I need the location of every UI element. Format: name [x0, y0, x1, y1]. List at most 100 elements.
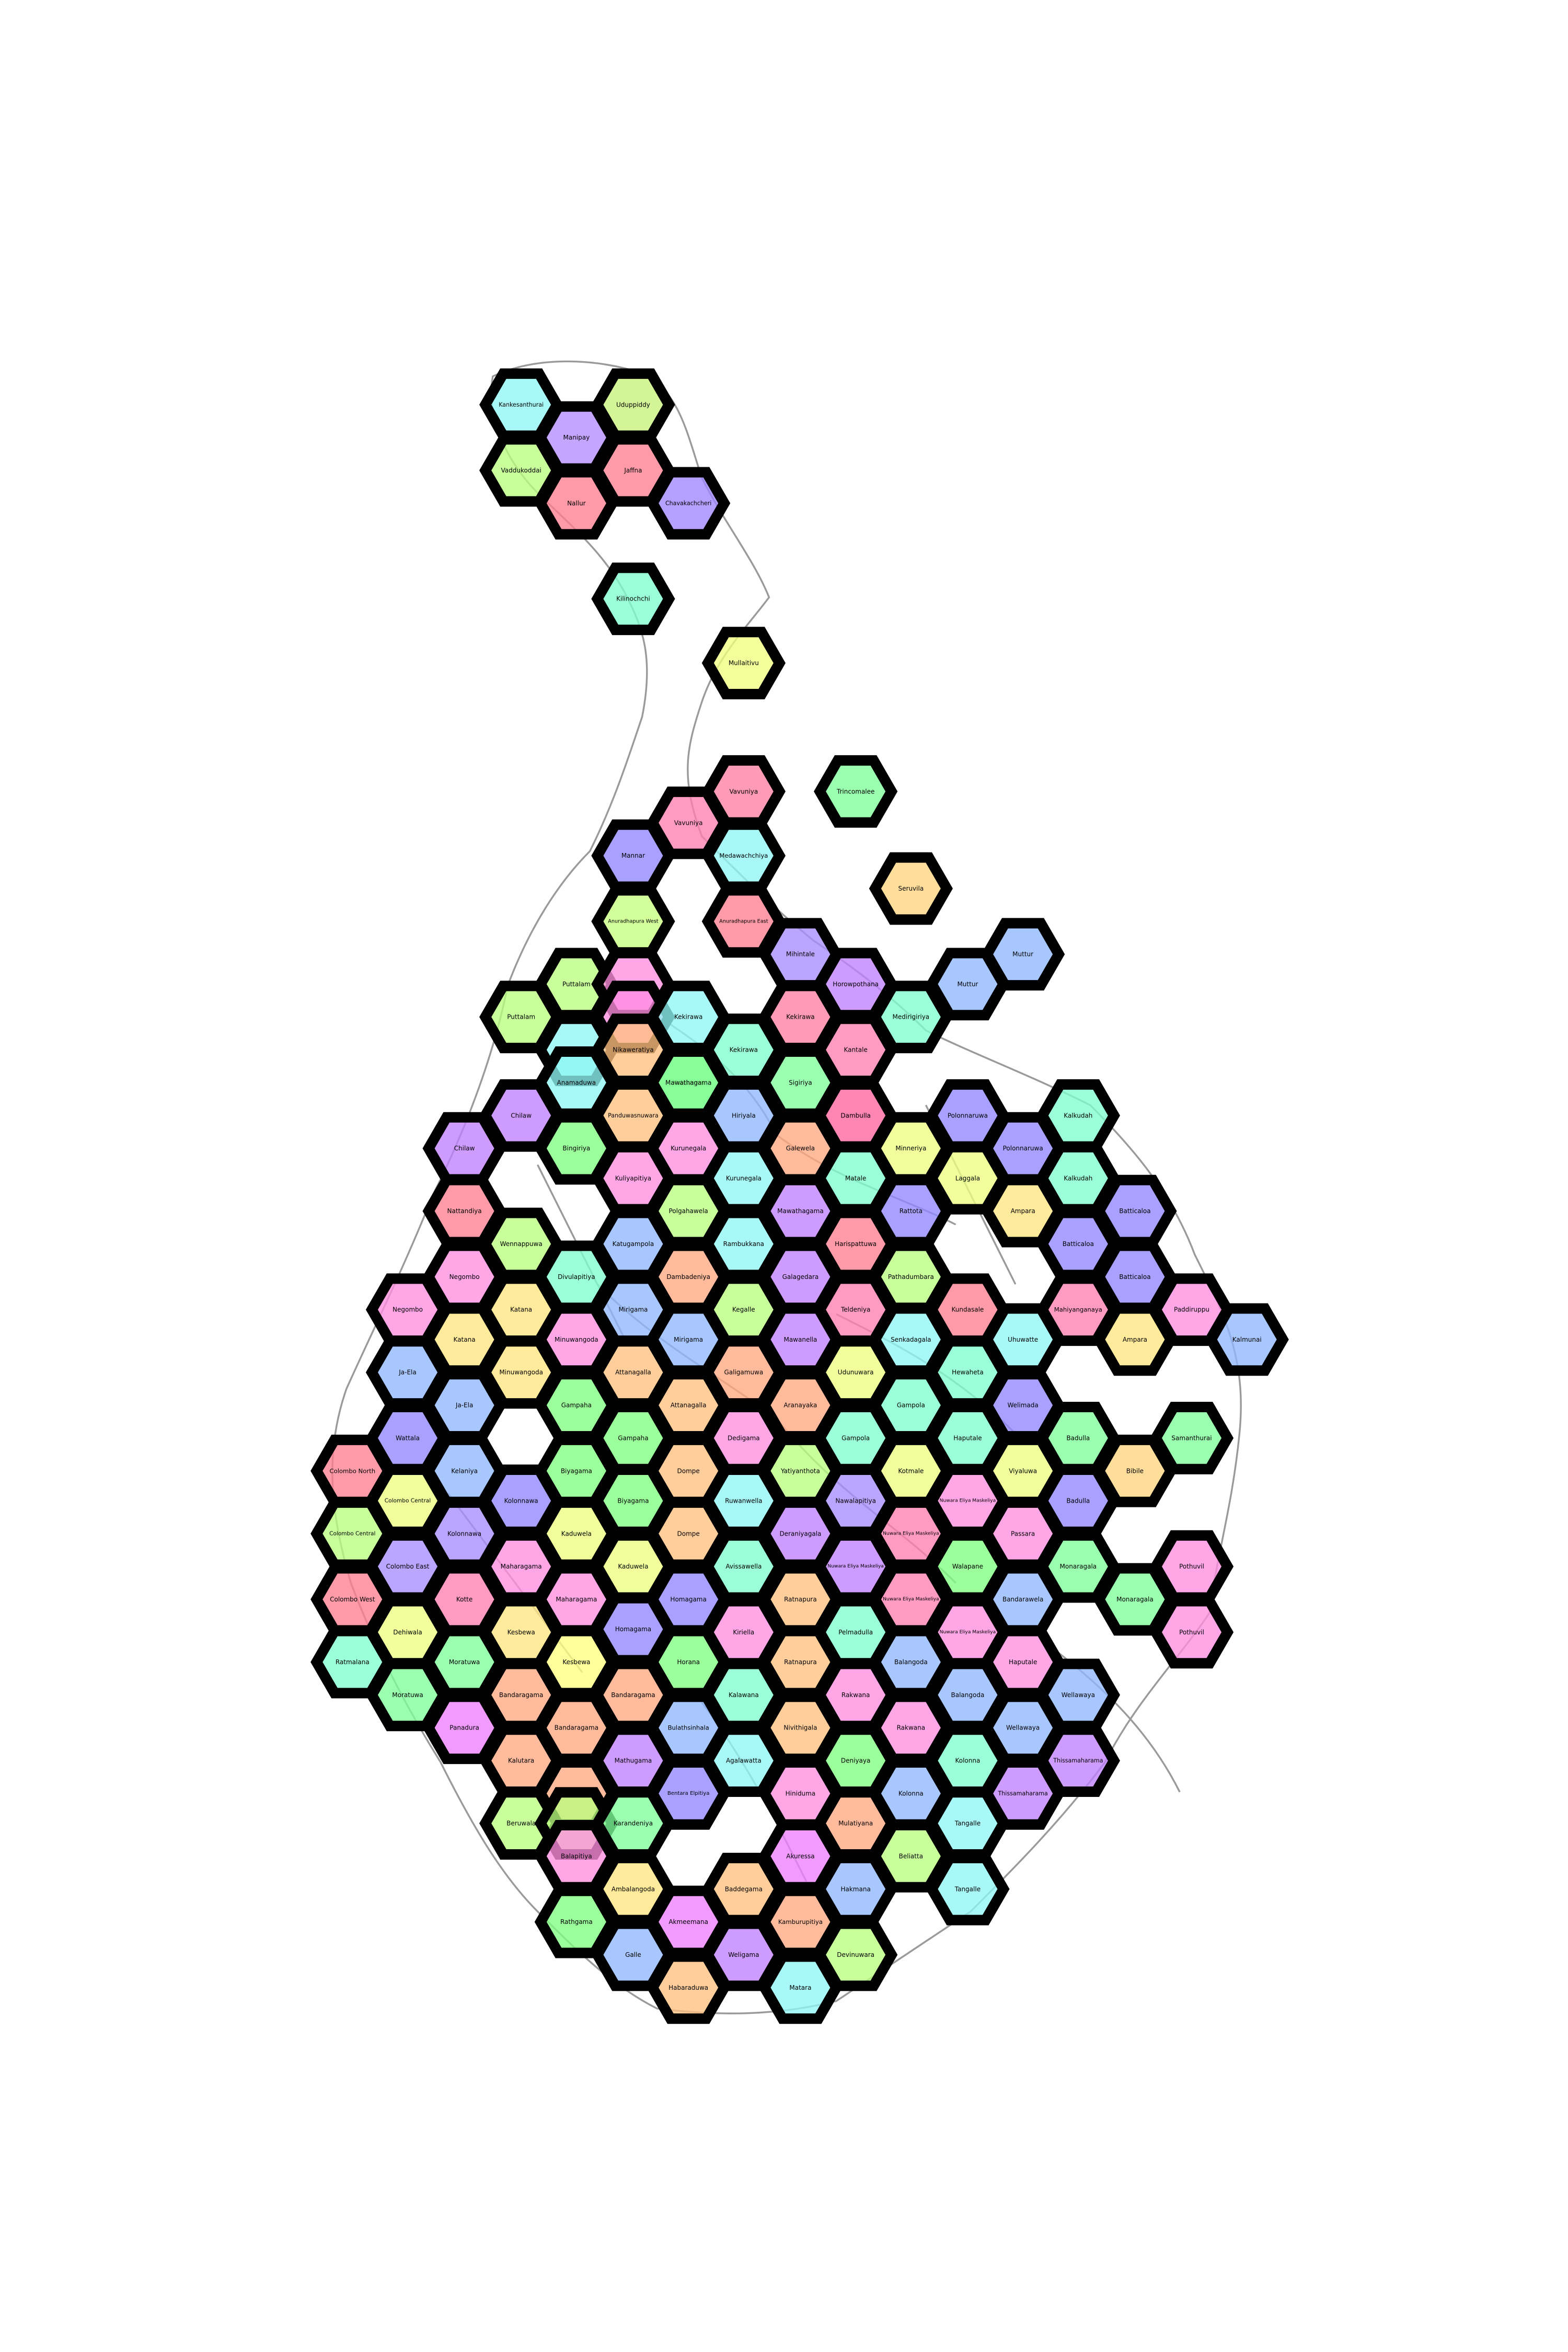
hex-label: Agalawatta — [726, 1757, 762, 1765]
hex-label: Ratnapura — [784, 1596, 817, 1603]
hex-label: Minuwangoda — [555, 1336, 598, 1343]
hex-label: Mathugama — [615, 1757, 652, 1765]
hex-label: Medawachchiya — [719, 852, 768, 859]
hex-label: Minneriya — [895, 1145, 926, 1152]
hex-label: Kegalle — [732, 1306, 755, 1313]
hex-label: Colombo East — [386, 1563, 430, 1570]
hex-label: Gampaha — [618, 1434, 648, 1442]
hex-label: Rathgama — [560, 1918, 593, 1926]
hex-label: Ampara — [1123, 1336, 1147, 1343]
hex-label: Seruvila — [898, 885, 924, 892]
hex-kalmunai: Kalmunai — [1205, 1303, 1289, 1376]
hex-label: Polonnaruwa — [1003, 1145, 1043, 1152]
hex-label: Pothuvil — [1179, 1629, 1204, 1636]
hex-label: Galewela — [786, 1145, 815, 1152]
hex-label: Batticaloa — [1119, 1207, 1150, 1215]
hex-label: Ampara — [1011, 1207, 1035, 1215]
hex-label: Kalmunai — [1232, 1336, 1262, 1343]
hex-cell — [926, 1852, 1010, 1926]
hex-matara: Matara — [758, 1951, 843, 2024]
hex-label: Polonnaruwa — [948, 1112, 988, 1119]
hex-label: Gampola — [897, 1402, 925, 1409]
hex-label: Horana — [677, 1658, 700, 1666]
hex-label: Monaragala — [1116, 1596, 1154, 1603]
hex-kurunegala: Kurunegala — [701, 1142, 786, 1215]
hex-label: Badulla — [1066, 1434, 1090, 1442]
hex-label: Uduppiddy — [616, 401, 650, 408]
hex-label: Colombo West — [330, 1596, 375, 1603]
hex-label: Chilaw — [511, 1112, 532, 1119]
hex-label: Habaraduwa — [668, 1984, 708, 1991]
hex-label: Attanagalla — [615, 1369, 651, 1376]
hex-label: Kekirawa — [730, 1046, 758, 1054]
hex-label: Kalutara — [508, 1757, 534, 1765]
hex-ampara: Ampara — [1093, 1303, 1177, 1376]
hex-label: Kurunegala — [726, 1174, 762, 1182]
hex-anuradhapura-west: Anuradhapura West — [591, 885, 675, 958]
hex-label: Katugampola — [613, 1240, 654, 1248]
hex-label: Mulatiyana — [838, 1820, 873, 1827]
hex-label: Anamaduwa — [557, 1079, 596, 1086]
hex-label: Ja-Ela — [398, 1369, 417, 1376]
hex-label: Colombo North — [329, 1467, 375, 1474]
hex-label: Kalkudah — [1064, 1112, 1092, 1119]
hex-label: Rambukkana — [723, 1240, 764, 1248]
hex-label: Katana — [510, 1306, 532, 1313]
hex-label: Ruwanwella — [725, 1497, 762, 1504]
hex-cell — [1093, 1303, 1177, 1376]
hex-label: Deniyaya — [841, 1757, 870, 1765]
hex-cell — [1205, 1303, 1289, 1376]
hex-label: Maharagama — [556, 1596, 597, 1603]
hex-label: Manipay — [563, 434, 590, 441]
hex-thissamaharama: Thissamaharama — [981, 1757, 1065, 1830]
hex-label: Passara — [1011, 1530, 1035, 1537]
hex-label: Divulapitiya — [558, 1273, 595, 1281]
hex-label: Samanthurai — [1171, 1434, 1212, 1442]
hex-label: Rakwana — [841, 1691, 870, 1699]
hex-cell — [647, 1951, 731, 2024]
hex-label: Mullaitivu — [729, 660, 759, 667]
hex-kilinochchi: Kilinochchi — [591, 562, 675, 636]
hex-label: Bandaragama — [499, 1691, 543, 1699]
hex-label: Bandaragama — [555, 1724, 598, 1732]
hex-label: Nivithigala — [783, 1724, 817, 1732]
hex-label: Matara — [789, 1984, 811, 1991]
hex-label: Kotmale — [898, 1467, 924, 1474]
hex-label: Hiniduma — [786, 1790, 816, 1797]
hex-label: Bandarawela — [1002, 1596, 1043, 1603]
hex-layer: Kankesanthurai Uduppiddy Manipay Vaddukodda… — [310, 368, 1289, 2024]
hex-label: Hewaheta — [952, 1369, 984, 1376]
hex-label: Rattota — [900, 1207, 923, 1215]
hex-label: Mirigama — [618, 1306, 648, 1313]
hex-label: Dedigama — [728, 1434, 760, 1442]
hex-label: Thissamaharama — [1053, 1757, 1103, 1764]
hex-label: Nuwara Eliya Maskeliya — [827, 1564, 884, 1569]
hex-cell — [591, 562, 675, 636]
hex-label: Kekirawa — [786, 1013, 814, 1021]
hex-label: Dambadeniya — [666, 1273, 710, 1281]
hex-pothuvil: Pothuvil — [1149, 1596, 1234, 1669]
hex-label: Biyagama — [561, 1467, 592, 1474]
hex-label: Bulathsinhala — [668, 1724, 709, 1732]
hex-label: Teldeniya — [840, 1306, 870, 1313]
hex-label: Laggala — [955, 1174, 980, 1182]
hex-label: Kiriella — [733, 1629, 754, 1636]
hex-label: Nuwara Eliya Maskeliya — [883, 1531, 939, 1536]
hex-label: Haputale — [953, 1434, 982, 1442]
hex-cell — [701, 627, 786, 699]
hex-label: Walapane — [952, 1563, 983, 1570]
hex-label: Kalkudah — [1064, 1174, 1092, 1182]
hex-label: Moratuwa — [449, 1658, 480, 1666]
hex-label: Kesbewa — [508, 1629, 535, 1636]
hex-label: Trincomalee — [836, 788, 875, 795]
hex-label: Kaduwela — [618, 1563, 648, 1570]
hex-label: Mahiyanganaya — [1054, 1306, 1102, 1313]
hex-label: Galle — [625, 1951, 641, 1958]
hex-label: Kotte — [456, 1596, 472, 1603]
hex-mannar: Mannar — [591, 819, 675, 892]
hex-cell — [758, 1951, 843, 2024]
hex-label: Kalawana — [729, 1691, 759, 1699]
hex-label: Pothuvil — [1179, 1563, 1204, 1570]
hex-label: Dehiwala — [393, 1629, 422, 1636]
hex-label: Ambalangoda — [612, 1885, 655, 1893]
